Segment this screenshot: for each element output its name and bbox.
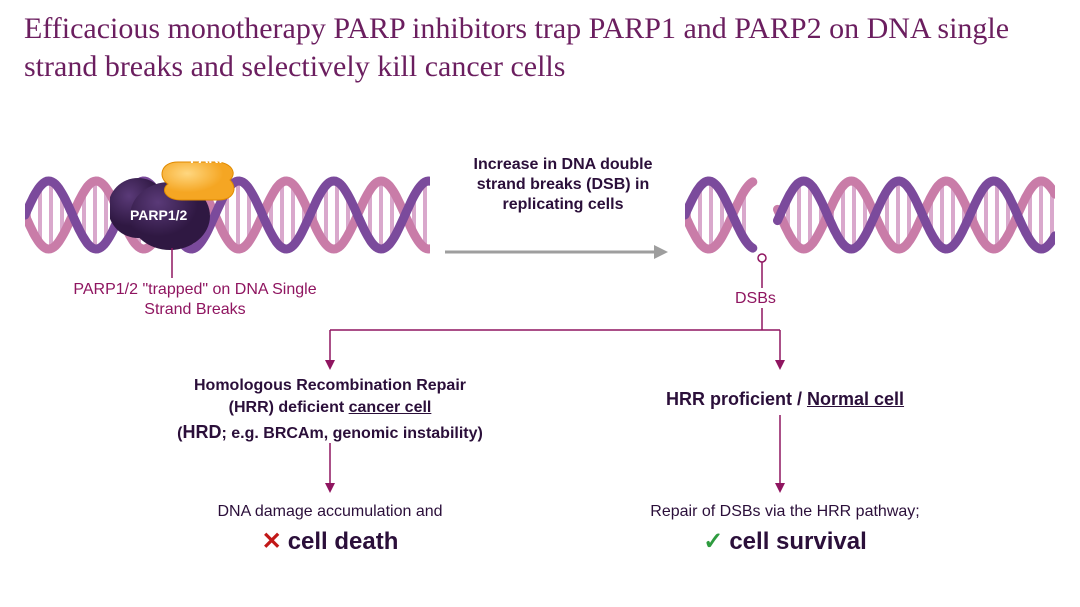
outcome-left-line1: DNA damage accumulation and	[217, 503, 442, 520]
dsb-caption: DSBs	[735, 290, 776, 308]
outcome-right-line1: Repair of DSBs via the HRR pathway;	[650, 503, 919, 520]
x-icon: ✕	[262, 528, 282, 555]
dna-helix-right	[685, 175, 1055, 260]
branch-right-text: HRR proficient / Normal cell	[615, 389, 955, 410]
parp-complex	[110, 160, 230, 250]
parpi-label: PARPi	[190, 150, 232, 166]
check-icon: ✓	[703, 528, 723, 555]
outcome-left: DNA damage accumulation and ✕cell death	[145, 500, 515, 560]
slide-title: Efficacious monotherapy PARP inhibitors …	[24, 10, 1056, 85]
parp12-label: PARP1/2	[130, 207, 187, 223]
arrow-label: Increase in DNA double strand breaks (DS…	[448, 155, 678, 215]
branch-left-text: Homologous Recombination Repair (HRR) de…	[145, 375, 515, 445]
trapped-caption: PARP1/2 "trapped" on DNA Single Strand B…	[55, 280, 335, 320]
outcome-right: Repair of DSBs via the HRR pathway; ✓cel…	[580, 500, 990, 560]
cell-survival-label: cell survival	[729, 528, 866, 555]
cell-death-label: cell death	[288, 528, 399, 555]
